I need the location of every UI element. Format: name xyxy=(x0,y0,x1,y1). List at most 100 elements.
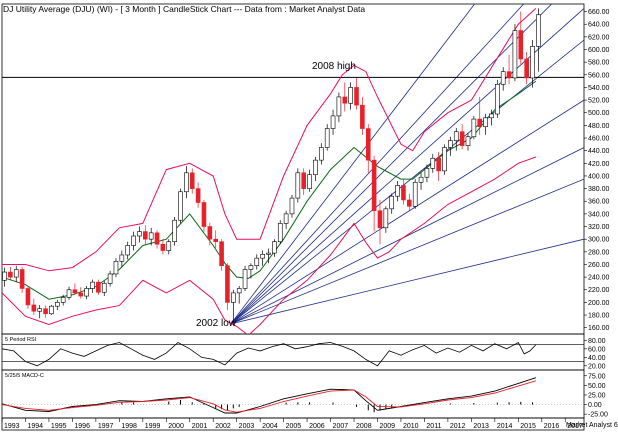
price-tick-label-16: 480.00 xyxy=(588,123,610,130)
candle-body-41 xyxy=(242,269,248,289)
date-tick-label-5: 1998 xyxy=(121,423,137,430)
candle-body-70 xyxy=(412,181,418,207)
candle-body-47 xyxy=(277,223,283,243)
date-tick-label-6: 1999 xyxy=(145,423,161,430)
candle-body-40 xyxy=(236,288,242,294)
candle-body-73 xyxy=(430,157,436,169)
date-tick-label-8: 2001 xyxy=(192,423,208,430)
rsi-panel-label: 5 Period RSI xyxy=(5,337,37,343)
date-tick-label-1: 1994 xyxy=(27,423,43,430)
candle-body-37 xyxy=(219,241,224,267)
date-tick-label-0: 1993 xyxy=(4,423,20,430)
date-tick-label-18: 2011 xyxy=(426,423,441,430)
candle-body-67 xyxy=(395,185,400,197)
price-tick-label-17: 500.00 xyxy=(588,110,610,117)
fan-line-5 xyxy=(230,99,584,325)
price-tick-label-21: 580.00 xyxy=(588,60,610,67)
date-axis-frame xyxy=(1,417,585,431)
candle-body-90 xyxy=(530,46,535,79)
fan-line-4 xyxy=(230,39,584,325)
rsi-tick-label-1: 60.00 xyxy=(588,346,606,353)
candle-body-71 xyxy=(418,176,424,183)
fan-line-0 xyxy=(230,4,476,325)
date-tick-label-20: 2013 xyxy=(473,423,489,430)
price-tick-label-4: 240.00 xyxy=(588,275,610,282)
candle-body-32 xyxy=(189,172,195,189)
candle-body-15 xyxy=(90,281,95,289)
candle-body-42 xyxy=(248,265,254,270)
date-tick-label-13: 2006 xyxy=(309,423,325,430)
candle-body-75 xyxy=(442,147,447,172)
candle-body-43 xyxy=(254,257,260,267)
bollinger-upper-line xyxy=(2,8,537,272)
candle-body-61 xyxy=(360,104,365,129)
candle-body-64 xyxy=(377,210,383,229)
candle-body-18 xyxy=(107,273,113,284)
price-layer xyxy=(2,4,584,334)
candle-body-20 xyxy=(119,254,125,262)
candle-body-0 xyxy=(2,271,7,281)
candle-body-30 xyxy=(178,191,183,221)
moving-average-line xyxy=(2,80,537,300)
axis-layer: 160.00 180.00 200.00 220.00 240.00 260.00 280.… xyxy=(1,9,610,430)
candle-body-9 xyxy=(55,302,60,307)
price-tick-label-7: 300.00 xyxy=(588,237,610,244)
candle-body-79 xyxy=(465,136,471,146)
candle-body-3 xyxy=(19,269,25,289)
candle-body-80 xyxy=(471,118,477,138)
date-tick-label-17: 2010 xyxy=(403,423,419,430)
candle-body-5 xyxy=(31,304,37,312)
candle-body-22 xyxy=(131,235,136,246)
candle-body-45 xyxy=(266,252,271,255)
candle-body-84 xyxy=(495,83,500,115)
price-tick-label-12: 400.00 xyxy=(588,173,610,180)
candle-body-54 xyxy=(319,147,324,161)
candle-body-12 xyxy=(72,289,78,294)
date-tick-label-24: 2017 xyxy=(567,423,583,430)
macd-tick-label-4: -25.00 xyxy=(588,412,608,419)
candle-body-63 xyxy=(371,159,377,212)
date-tick-label-4: 1997 xyxy=(98,423,114,430)
price-tick-label-1: 180.00 xyxy=(588,313,610,320)
candle-body-51 xyxy=(301,172,307,189)
candle-body-34 xyxy=(201,202,207,227)
candle-body-49 xyxy=(289,197,295,215)
bollinger-lower-line xyxy=(2,156,537,334)
candle-body-66 xyxy=(389,195,395,210)
candle-body-44 xyxy=(260,254,265,259)
candle-body-57 xyxy=(336,96,342,117)
date-tick-label-22: 2015 xyxy=(520,423,536,430)
candle-body-48 xyxy=(283,213,289,224)
macd-tick-label-1: 50.00 xyxy=(588,383,606,390)
candle-body-83 xyxy=(489,113,494,119)
candle-body-7 xyxy=(43,308,48,315)
candle-body-86 xyxy=(506,71,512,79)
price-tick-label-8: 320.00 xyxy=(588,224,610,231)
price-tick-label-13: 420.00 xyxy=(588,161,610,168)
candle-body-56 xyxy=(330,115,336,129)
price-tick-label-22: 600.00 xyxy=(588,47,610,54)
candle-body-76 xyxy=(448,140,453,148)
candle-body-53 xyxy=(313,159,318,175)
candle-body-35 xyxy=(207,226,213,240)
fan-line-2 xyxy=(230,4,553,325)
candle-body-58 xyxy=(342,96,348,104)
candle-body-2 xyxy=(13,269,19,278)
candle-body-21 xyxy=(125,245,131,256)
candle-body-25 xyxy=(148,232,154,240)
price-tick-label-0: 160.00 xyxy=(588,325,610,332)
price-tick-label-9: 340.00 xyxy=(588,211,610,218)
candle-body-88 xyxy=(518,30,524,60)
price-tick-label-14: 440.00 xyxy=(588,148,610,155)
price-tick-label-3: 220.00 xyxy=(588,287,610,294)
fan-line-1 xyxy=(230,4,525,325)
candle-body-72 xyxy=(424,168,430,178)
date-tick-label-3: 1996 xyxy=(74,423,90,430)
fan-line-7 xyxy=(230,178,584,325)
macd-series-1 xyxy=(1,380,537,413)
candle-body-46 xyxy=(272,241,277,254)
price-tick-label-20: 560.00 xyxy=(588,72,610,79)
date-tick-label-12: 2005 xyxy=(286,423,302,430)
candle-body-17 xyxy=(101,283,107,293)
